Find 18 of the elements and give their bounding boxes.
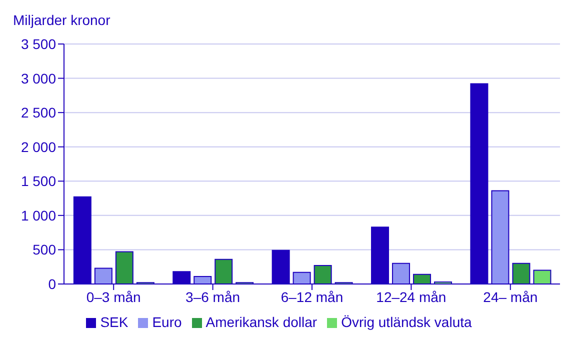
y-tick-label: 1 500 bbox=[20, 173, 56, 190]
x-tick-label: 0–3 mån bbox=[86, 288, 141, 305]
y-axis-title: Miljarder kronor bbox=[13, 12, 110, 28]
y-tick-label: 2 000 bbox=[20, 138, 56, 155]
y-tick-label: 0 bbox=[48, 276, 56, 292]
y-tick-label: 3 500 bbox=[20, 36, 56, 52]
x-tick-label: 24– mån bbox=[483, 288, 538, 305]
x-tick-label: 3–6 mån bbox=[186, 288, 240, 305]
legend-label: SEK bbox=[100, 314, 128, 330]
y-tick-label: 1 000 bbox=[20, 207, 56, 224]
y-tick-label: 2 500 bbox=[20, 104, 56, 121]
x-tick-label: 12–24 mån bbox=[376, 288, 446, 305]
y-tick-label: 500 bbox=[32, 242, 56, 258]
legend-label: Övrig utländsk valuta bbox=[341, 314, 472, 330]
y-tick-label: 3 000 bbox=[20, 70, 56, 86]
x-tick-label: 6–12 mån bbox=[280, 288, 344, 305]
legend-label: Euro bbox=[152, 314, 182, 330]
legend-label: Amerikansk dollar bbox=[206, 314, 318, 330]
